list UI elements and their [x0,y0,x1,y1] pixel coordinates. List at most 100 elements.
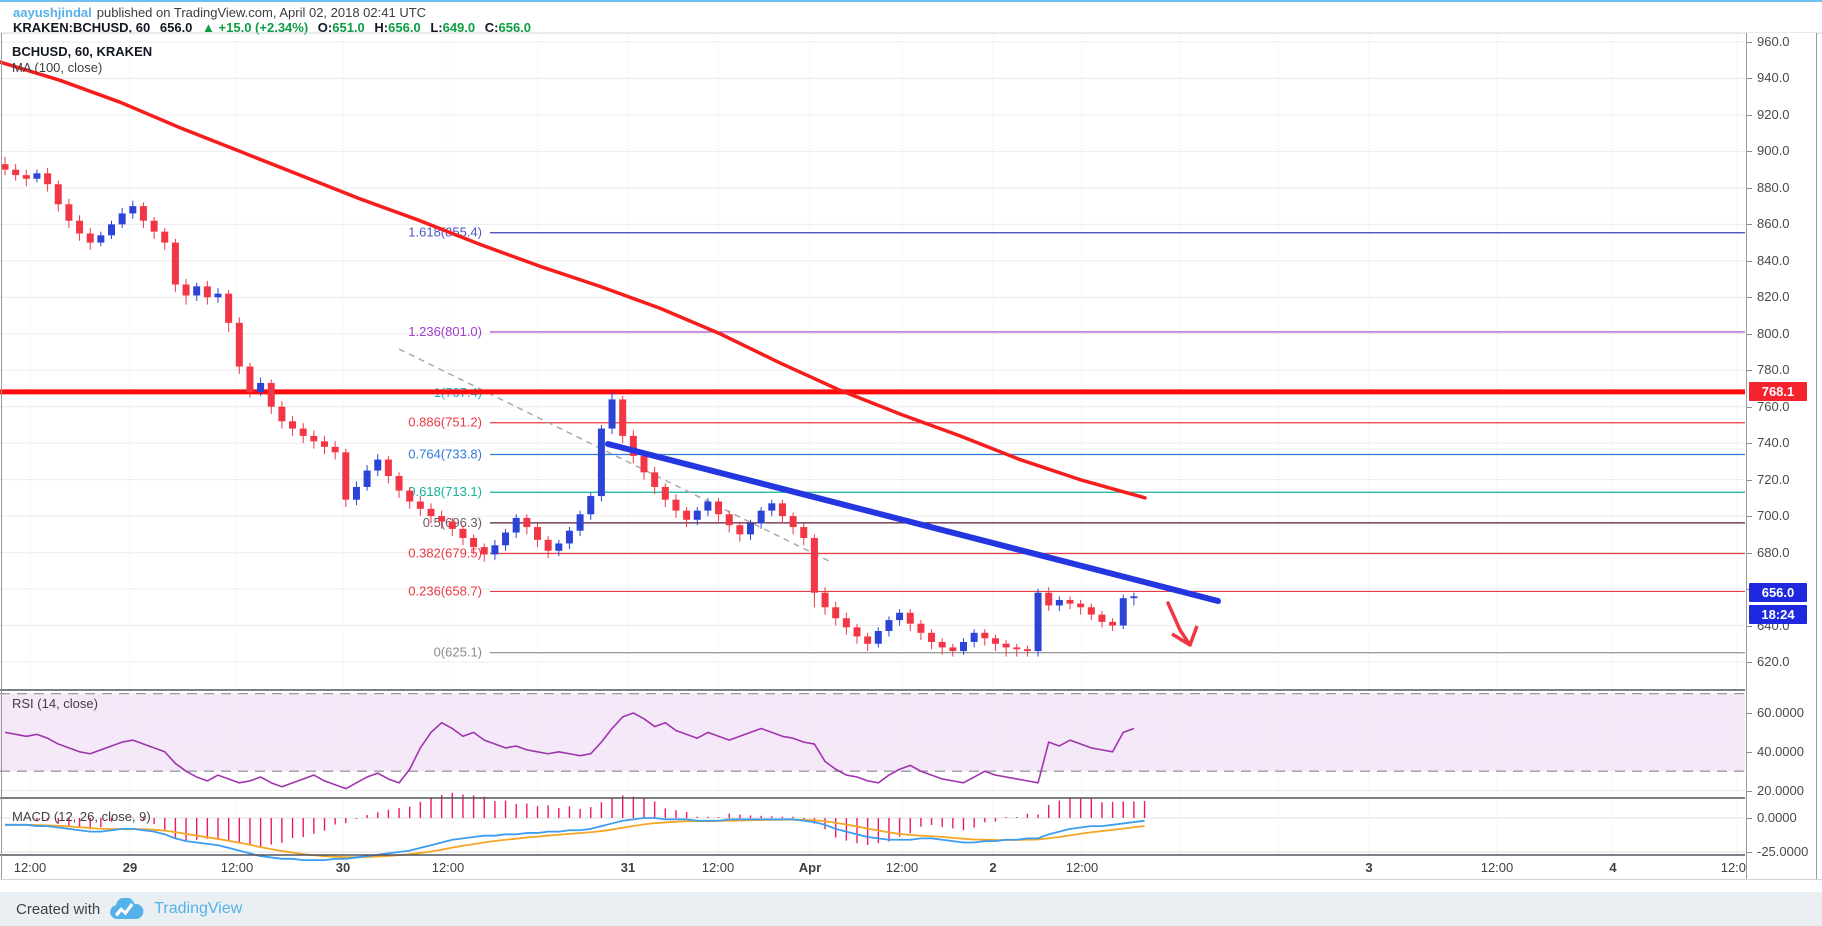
candle-body [235,322,243,367]
rsi-legend: RSI (14, close) [12,696,98,711]
candle-body [246,366,254,393]
symbol-text: KRAKEN:BCHUSD, 60 [13,20,151,35]
time-axis-label: 30 [336,860,350,875]
macd-signal-line [5,818,1145,859]
symbol-line: KRAKEN:BCHUSD, 60 656.0 ▲ +15.0 (+2.34%)… [13,20,531,35]
time-axis-label: 12:00 [1066,860,1099,875]
candle-body [1087,607,1095,615]
price-axis-label: 940.0 [1747,70,1790,86]
candle-body [459,528,467,538]
candle-body [182,284,190,296]
candle-body [864,636,872,644]
guide-dashed-line [398,348,834,564]
close-label: C: [484,20,499,35]
price-axis-label: 920.0 [1747,107,1790,123]
candle-body [651,472,659,487]
candle-body [406,490,414,502]
candle-body [1109,621,1117,626]
trendline [605,441,1221,604]
price-axis-label: 880.0 [1747,180,1790,196]
candle-body [960,641,967,652]
fib-level-label: 1.236(801.0) [408,324,482,339]
candle-body [1013,647,1021,650]
candle-body [470,537,478,548]
created-with-text: Created with [16,900,101,918]
candle-body [480,547,488,555]
candle-body [991,638,999,644]
candle-body [693,510,701,520]
candle-body [321,441,328,447]
candle-body [12,169,20,176]
candle-body [736,525,744,535]
time-axis-label: 31 [621,860,635,875]
time-axis-label: 12:00 [886,860,919,875]
candle-body [800,527,808,538]
time-axis-label: 12:00 [1481,860,1514,875]
low-label: L: [430,20,443,35]
price-axis-label: 720.0 [1747,472,1790,488]
candle-body [789,516,797,528]
chart-legend-title: BCHUSD, 60, KRAKEN [12,44,152,59]
candle-body [1098,614,1106,622]
candle-body [76,220,84,234]
candle-body [587,496,595,515]
candle-body [118,213,126,225]
time-axis-label: 12:00 [221,860,254,875]
last-price-badge: 656.0 [1749,583,1807,602]
candle-body [747,523,754,535]
price-axis-label: 800.0 [1747,326,1790,342]
price-axis-label: 820.0 [1747,289,1790,305]
author-link[interactable]: aayushjindal [13,5,92,20]
price-axis-label: 620.0 [1747,654,1790,670]
tradingview-logo-icon [110,898,144,919]
candle-body [299,428,307,436]
candle-body [395,475,403,491]
candle-body [842,618,850,628]
candle-body [33,173,41,179]
candle-body [22,175,30,179]
candle-body [1066,599,1074,604]
candle-body [438,516,446,522]
candle-body [768,503,776,511]
candle-body [1002,643,1010,648]
price-axis-label: 760.0 [1747,399,1790,415]
candle-body [629,435,637,456]
price-axis-label: 860.0 [1747,216,1790,232]
candle-body [416,501,424,509]
candle-body [65,204,73,221]
time-axis-label: 12:00 [14,860,47,875]
candle-body [331,446,339,453]
candle-body [810,537,818,593]
ma-line [0,60,1147,500]
candle-body [342,452,350,500]
price-axis: 960.0 940.0 920.0 900.0 880.0 860.0 840.0 820.0… [1746,33,1817,879]
price-axis-label: 900.0 [1747,143,1790,159]
candle-body [97,235,105,243]
candle-body [193,286,201,296]
price-axis-label: 960.0 [1747,34,1790,50]
price-axis-label: 840.0 [1747,253,1790,269]
candle-body [885,620,893,631]
macd-axis-label: 0.0000 [1747,810,1797,826]
candle-body [608,399,616,429]
candle-body [981,632,989,639]
candle-body [544,539,552,551]
candle-body [384,459,392,476]
fib-level-label: 0.382(679.5) [408,545,482,560]
rsi-axis-label: 60.0000 [1747,705,1804,721]
candle-body [576,514,584,531]
macd-axis-label: -25.0000 [1747,844,1808,860]
down-arrow-icon [1171,632,1191,647]
price-axis-label: 700.0 [1747,508,1790,524]
footer: Created with TradingView [0,892,1822,926]
candle-body [704,501,712,511]
candle-body [203,286,211,298]
candle-body [949,647,957,652]
tradingview-link[interactable]: TradingView [154,900,243,917]
rsi-axis-label: 20.0000 [1747,783,1804,799]
candle-body [214,293,222,298]
candle-body [938,641,946,648]
time-axis-label: 3 [1365,860,1372,875]
candle-body [502,532,510,546]
